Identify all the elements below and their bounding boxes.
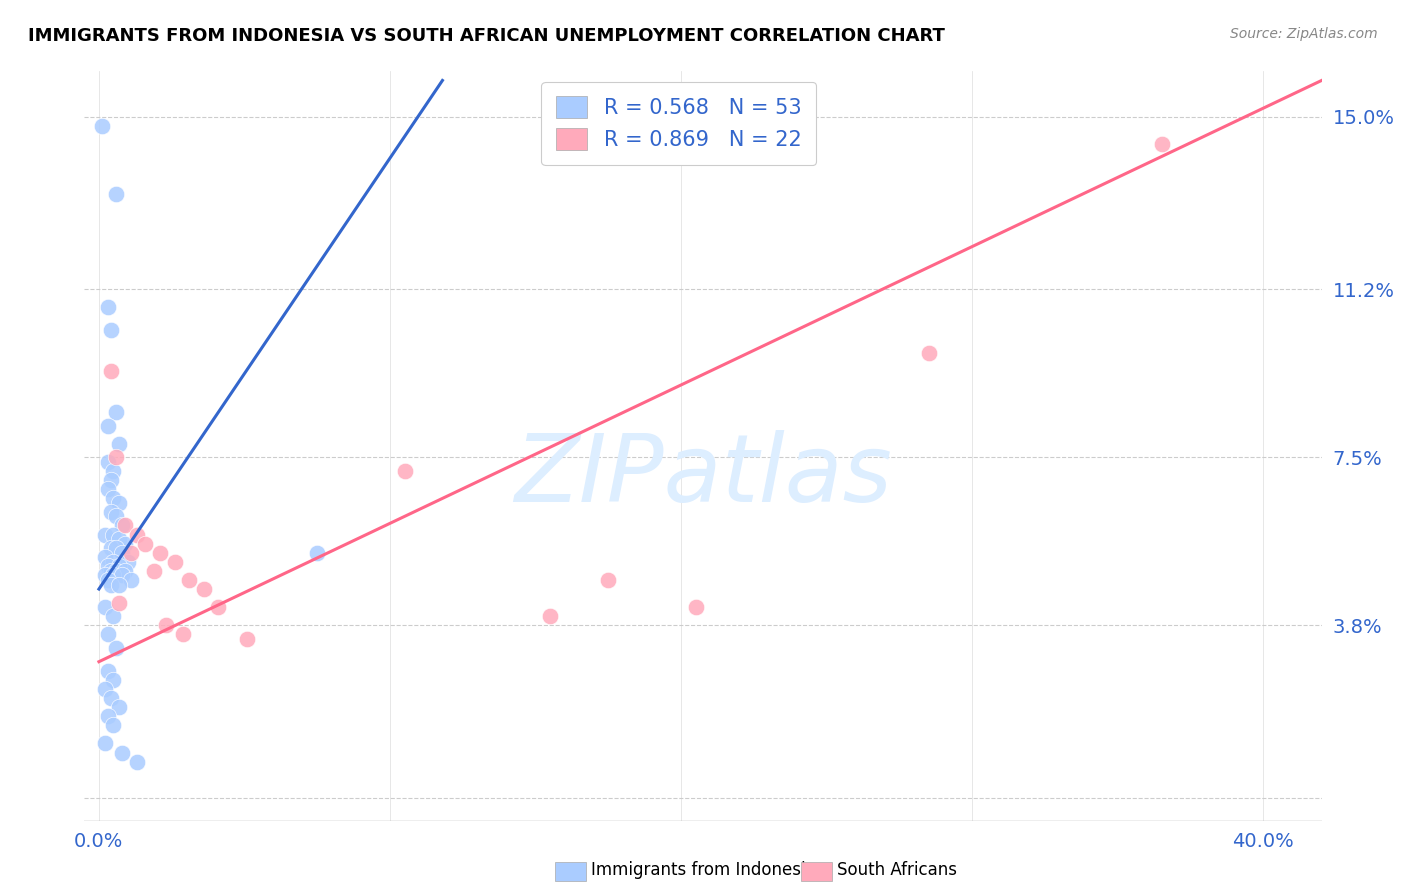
Point (93, 736, 115, 750)
Point (125, 755, 148, 769)
Point (100, 323, 122, 337)
Point (103, 673, 125, 687)
Point (100, 364, 122, 378)
Point (97, 664, 120, 678)
Point (207, 600, 229, 615)
Point (97, 418, 120, 433)
Point (105, 509, 128, 524)
Point (111, 518, 134, 533)
Point (105, 405, 128, 419)
Point (100, 577, 122, 591)
Point (108, 700, 131, 714)
Point (103, 568, 125, 582)
Point (114, 564, 136, 578)
Point (108, 577, 131, 591)
Point (125, 527, 148, 541)
Text: ZIPatlas: ZIPatlas (515, 431, 891, 522)
Point (143, 564, 166, 578)
Point (90, 119, 112, 133)
Point (193, 582, 215, 596)
Point (236, 632, 259, 646)
Point (97, 482, 120, 496)
Point (97, 559, 120, 574)
Point (105, 564, 128, 578)
Point (1150, 136, 1173, 151)
Point (108, 496, 131, 510)
Point (105, 186, 128, 201)
Point (93, 568, 115, 582)
Point (93, 527, 115, 541)
Point (917, 346, 939, 360)
Text: IMMIGRANTS FROM INDONESIA VS SOUTH AFRICAN UNEMPLOYMENT CORRELATION CHART: IMMIGRANTS FROM INDONESIA VS SOUTH AFRIC… (28, 27, 945, 45)
Point (307, 546, 329, 560)
Point (111, 746, 134, 760)
Point (103, 464, 125, 478)
Point (108, 596, 131, 610)
Point (93, 681, 115, 696)
Point (685, 600, 707, 615)
Point (120, 573, 142, 587)
Point (100, 691, 122, 706)
Point (179, 573, 201, 587)
Point (108, 559, 131, 574)
Point (105, 450, 128, 465)
Point (114, 518, 136, 533)
Point (108, 532, 131, 546)
Point (598, 573, 620, 587)
Point (120, 546, 142, 560)
Text: Source: ZipAtlas.com: Source: ZipAtlas.com (1230, 27, 1378, 41)
Point (100, 473, 122, 487)
Point (97, 709, 120, 723)
Point (155, 618, 177, 632)
Point (111, 546, 134, 560)
Point (134, 536, 156, 550)
Legend: R = 0.568   N = 53, R = 0.869   N = 22: R = 0.568 N = 53, R = 0.869 N = 22 (541, 82, 817, 165)
Point (93, 600, 115, 615)
Point (103, 609, 125, 624)
Point (97, 627, 120, 641)
Point (93, 550, 115, 565)
Point (97, 301, 120, 315)
Point (97, 455, 120, 469)
Point (97, 573, 120, 587)
Point (103, 491, 125, 506)
Point (105, 541, 128, 556)
Point (103, 527, 125, 541)
Text: South Africans: South Africans (837, 861, 956, 879)
Point (117, 555, 139, 569)
Point (105, 641, 128, 656)
Point (538, 609, 561, 624)
Point (103, 555, 125, 569)
Point (100, 505, 122, 519)
Point (114, 536, 136, 550)
Point (172, 627, 194, 641)
Point (108, 436, 131, 450)
Point (100, 564, 122, 578)
Point (149, 546, 172, 560)
Point (100, 541, 122, 556)
Point (394, 464, 416, 478)
Point (111, 568, 134, 582)
Point (163, 555, 186, 569)
Point (103, 718, 125, 732)
Text: Immigrants from Indonesia: Immigrants from Indonesia (591, 861, 815, 879)
